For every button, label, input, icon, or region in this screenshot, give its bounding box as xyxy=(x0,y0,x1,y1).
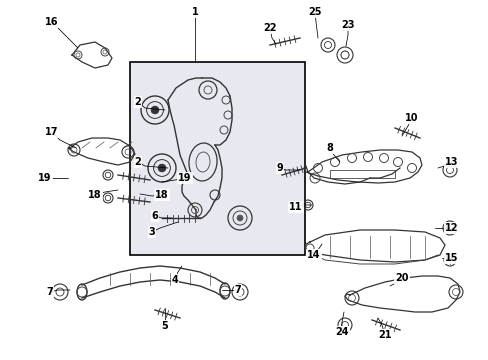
Text: 16: 16 xyxy=(45,17,59,27)
Text: 7: 7 xyxy=(46,287,53,297)
Bar xyxy=(130,62,305,255)
Circle shape xyxy=(158,164,165,172)
Text: 2: 2 xyxy=(134,157,141,167)
Circle shape xyxy=(151,106,159,114)
Text: 9: 9 xyxy=(276,163,283,173)
Text: 4: 4 xyxy=(171,275,178,285)
Text: 11: 11 xyxy=(289,202,302,212)
Text: 17: 17 xyxy=(45,127,59,137)
Text: 1: 1 xyxy=(191,7,198,17)
Text: 15: 15 xyxy=(445,253,458,263)
Text: 3: 3 xyxy=(148,227,155,237)
Text: 5: 5 xyxy=(162,321,168,331)
Text: 13: 13 xyxy=(445,157,458,167)
Circle shape xyxy=(237,215,243,221)
Text: 18: 18 xyxy=(88,190,102,200)
Text: 6: 6 xyxy=(151,211,158,221)
Text: 2: 2 xyxy=(134,97,141,107)
Text: 7: 7 xyxy=(234,285,241,295)
Text: 20: 20 xyxy=(394,273,408,283)
Text: 25: 25 xyxy=(307,7,321,17)
Text: 19: 19 xyxy=(178,173,191,183)
Text: 19: 19 xyxy=(38,173,52,183)
Bar xyxy=(329,170,394,178)
Text: 8: 8 xyxy=(326,143,333,153)
Text: 14: 14 xyxy=(306,250,320,260)
Text: 22: 22 xyxy=(263,23,276,33)
Text: 18: 18 xyxy=(155,190,168,200)
Text: 10: 10 xyxy=(405,113,418,123)
Text: 12: 12 xyxy=(445,223,458,233)
Text: 23: 23 xyxy=(341,20,354,30)
Text: 21: 21 xyxy=(378,330,391,340)
Text: 24: 24 xyxy=(335,327,348,337)
